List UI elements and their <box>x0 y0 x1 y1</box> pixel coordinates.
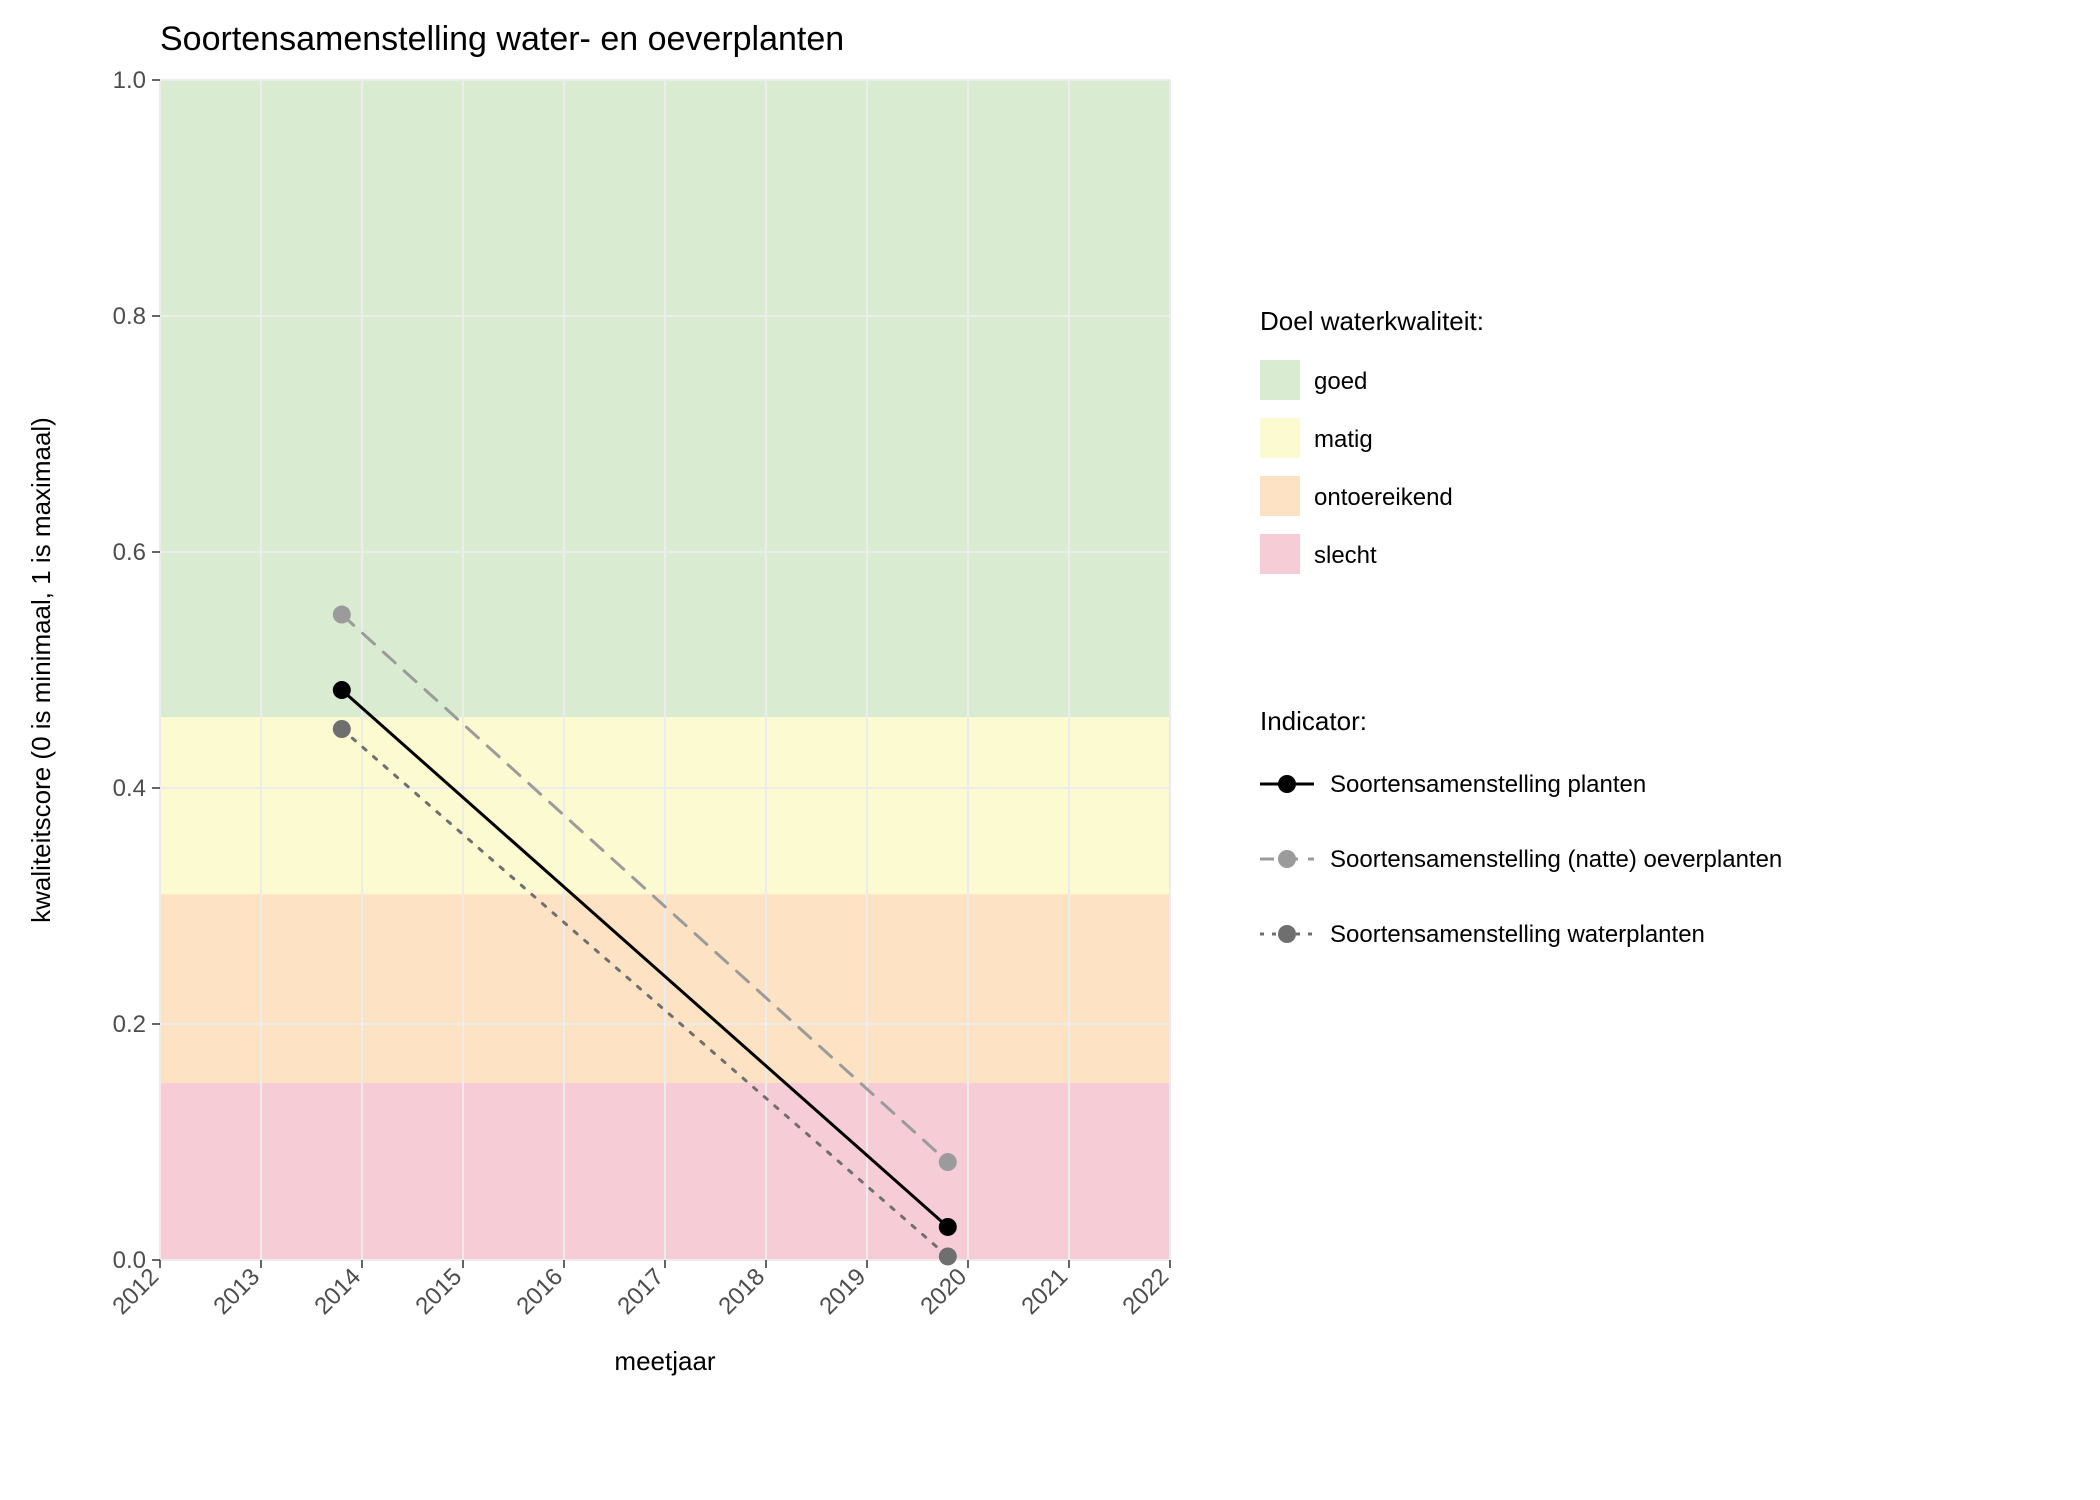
x-tick-label: 2016 <box>511 1263 568 1320</box>
x-tick-label: 2022 <box>1117 1263 1174 1320</box>
x-tick-label: 2021 <box>1016 1263 1073 1320</box>
x-tick-label: 2017 <box>612 1263 669 1320</box>
y-tick-label: 0.0 <box>113 1247 146 1274</box>
y-tick-label: 0.2 <box>113 1011 146 1038</box>
series-marker <box>939 1218 957 1236</box>
legend-series-marker <box>1278 850 1296 868</box>
y-axis-label: kwaliteitscore (0 is minimaal, 1 is maxi… <box>26 417 56 923</box>
chart-container: Soortensamenstelling water- en oeverplan… <box>0 0 2100 1500</box>
legend-band-label: slecht <box>1314 542 1377 569</box>
x-tick-label: 2014 <box>309 1263 366 1320</box>
legend-band-label: goed <box>1314 368 1367 395</box>
legend-series-marker <box>1278 925 1296 943</box>
chart-svg: 2012201320142015201620172018201920202021… <box>0 0 2100 1500</box>
y-tick-label: 0.4 <box>113 775 146 802</box>
series-marker <box>939 1153 957 1171</box>
legend-band-swatch <box>1260 360 1300 400</box>
series-marker <box>333 606 351 624</box>
legend-band-swatch <box>1260 418 1300 458</box>
legend-band-swatch <box>1260 534 1300 574</box>
series-marker <box>333 720 351 738</box>
series-marker <box>333 681 351 699</box>
y-tick-label: 1.0 <box>113 67 146 94</box>
legend-series-title: Indicator: <box>1260 706 1367 736</box>
series-marker <box>939 1247 957 1265</box>
y-tick-label: 0.8 <box>113 303 146 330</box>
legend-series-label: Soortensamenstelling planten <box>1330 771 1646 798</box>
legend-series-label: Soortensamenstelling (natte) oeverplante… <box>1330 846 1782 873</box>
x-tick-label: 2020 <box>915 1263 972 1320</box>
legend-bands-title: Doel waterkwaliteit: <box>1260 306 1484 336</box>
legend-series-marker <box>1278 775 1296 793</box>
x-tick-label: 2018 <box>713 1263 770 1320</box>
x-axis-label: meetjaar <box>614 1346 715 1376</box>
legend-band-label: matig <box>1314 426 1373 453</box>
x-tick-label: 2019 <box>814 1263 871 1320</box>
y-tick-label: 0.6 <box>113 539 146 566</box>
legend-band-label: ontoereikend <box>1314 484 1453 511</box>
x-tick-label: 2015 <box>410 1263 467 1320</box>
x-tick-label: 2013 <box>208 1263 265 1320</box>
legend-series-label: Soortensamenstelling waterplanten <box>1330 921 1705 948</box>
legend-band-swatch <box>1260 476 1300 516</box>
chart-title: Soortensamenstelling water- en oeverplan… <box>160 20 844 59</box>
